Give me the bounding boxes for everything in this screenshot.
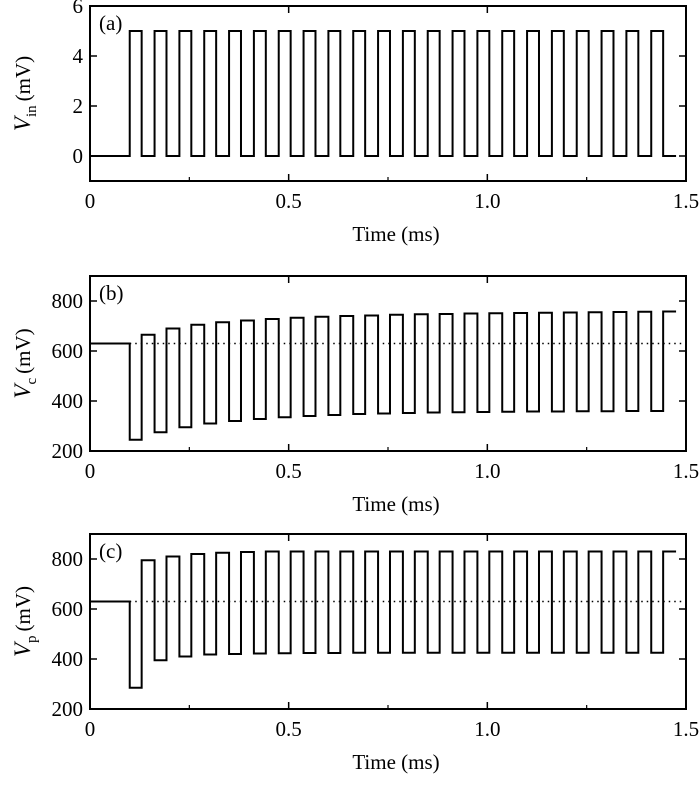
x-tick-label: 1.0 <box>474 189 500 213</box>
signal-trace <box>90 30 677 157</box>
y-axis-label: Vc (mV) <box>10 328 40 398</box>
panel-0: 0 0.5 1.0 1.5 0 2 4 6 Time (ms) Vin (mV) (a) <box>10 0 699 246</box>
x-tick-label: 1.0 <box>474 459 500 483</box>
y-axis-subscript: p <box>24 635 40 643</box>
y-tick-label: 2 <box>73 94 84 118</box>
panels: 0 0.5 1.0 1.5 0 2 4 6 Time (ms) Vin (mV) (a) 0 0.5 1.0… <box>10 0 699 774</box>
y-tick-label: 4 <box>73 44 84 68</box>
y-axis-unit: (mV) <box>11 56 35 102</box>
x-axis-label: Time (ms) <box>352 492 439 516</box>
x-tick-label: 0.5 <box>276 717 302 741</box>
x-tick-label: 1.0 <box>474 717 500 741</box>
x-tick-label: 0 <box>85 189 96 213</box>
y-axis-symbol: V <box>10 382 35 399</box>
y-tick-label: 600 <box>52 339 84 363</box>
x-tick-label: 0.5 <box>276 189 302 213</box>
signal-trace <box>90 550 677 689</box>
x-tick-label: 1.5 <box>673 189 699 213</box>
y-tick-label: 800 <box>52 289 84 313</box>
y-axis-symbol: V <box>10 114 35 131</box>
x-tick-label: 0.5 <box>276 459 302 483</box>
y-tick-label: 200 <box>52 697 84 721</box>
panel-label: (b) <box>99 281 124 305</box>
y-tick-label: 200 <box>52 439 84 463</box>
panel-label: (c) <box>99 539 122 563</box>
y-axis-label: Vin (mV) <box>10 56 40 131</box>
y-axis-label: Vp (mV) <box>10 586 40 657</box>
signal-trace <box>90 310 677 441</box>
y-axis-unit: (mV) <box>11 586 35 632</box>
y-tick-label: 6 <box>73 0 84 18</box>
y-axis-symbol: V <box>10 640 35 657</box>
panel-1: 0 0.5 1.0 1.5 200 400 600 800 Time (ms) Vc (mV) (b) <box>10 275 699 516</box>
x-axis-label: Time (ms) <box>352 222 439 246</box>
y-tick-label: 600 <box>52 597 84 621</box>
x-tick-label: 0 <box>85 717 96 741</box>
y-axis-unit: (mV) <box>11 328 35 374</box>
y-axis-subscript: c <box>24 378 40 385</box>
x-tick-label: 1.5 <box>673 459 699 483</box>
panel-2: 0 0.5 1.0 1.5 200 400 600 800 Time (ms) Vp (mV) (c) <box>10 533 699 774</box>
panel-label: (a) <box>99 11 122 35</box>
y-tick-label: 0 <box>73 144 84 168</box>
x-axis-label: Time (ms) <box>352 750 439 774</box>
y-tick-label: 400 <box>52 647 84 671</box>
y-tick-label: 400 <box>52 389 84 413</box>
x-tick-label: 1.5 <box>673 717 699 741</box>
x-tick-label: 0 <box>85 459 96 483</box>
y-tick-label: 800 <box>52 547 84 571</box>
y-axis-subscript: in <box>24 105 40 117</box>
